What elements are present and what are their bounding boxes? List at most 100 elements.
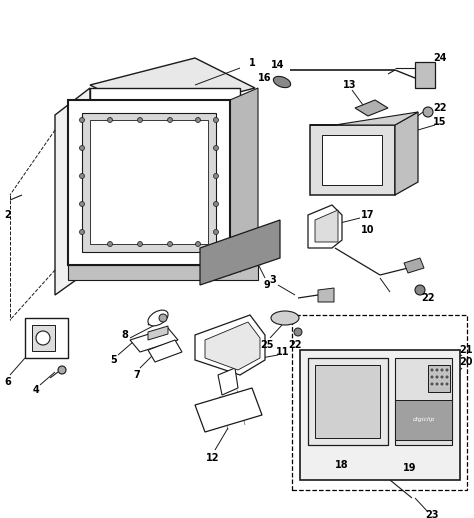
Polygon shape [322, 135, 382, 185]
Circle shape [195, 241, 201, 247]
Polygon shape [32, 325, 55, 351]
Circle shape [435, 375, 439, 379]
Circle shape [440, 368, 444, 372]
Text: 9: 9 [264, 280, 270, 290]
Circle shape [80, 174, 84, 179]
Text: 3: 3 [270, 275, 276, 285]
Text: 12: 12 [206, 453, 220, 463]
Polygon shape [310, 112, 418, 125]
Polygon shape [395, 112, 418, 195]
Circle shape [137, 241, 143, 247]
Circle shape [159, 314, 167, 322]
Circle shape [435, 382, 439, 386]
Polygon shape [315, 365, 380, 438]
Text: 8: 8 [121, 330, 128, 340]
Polygon shape [90, 88, 240, 270]
Text: 20: 20 [459, 357, 473, 367]
Polygon shape [195, 315, 265, 375]
Text: 22: 22 [433, 103, 447, 113]
Circle shape [108, 118, 112, 122]
Circle shape [80, 202, 84, 207]
Polygon shape [90, 58, 255, 115]
Text: 14: 14 [271, 60, 285, 70]
Text: 25: 25 [260, 340, 274, 350]
Polygon shape [318, 288, 334, 302]
Text: 6: 6 [5, 377, 11, 387]
Text: 10: 10 [361, 225, 375, 235]
Circle shape [167, 241, 173, 247]
Circle shape [213, 118, 219, 122]
Polygon shape [148, 326, 168, 340]
Polygon shape [355, 100, 388, 116]
Text: 16: 16 [258, 73, 272, 83]
Text: 19: 19 [403, 463, 417, 473]
Polygon shape [308, 358, 388, 445]
Polygon shape [230, 88, 258, 265]
Ellipse shape [148, 310, 168, 326]
Polygon shape [130, 328, 178, 352]
Ellipse shape [273, 76, 291, 88]
Polygon shape [310, 125, 395, 195]
Text: 5: 5 [110, 355, 118, 365]
Circle shape [213, 146, 219, 151]
Polygon shape [90, 120, 208, 244]
Text: 7: 7 [134, 370, 140, 380]
Text: 11: 11 [276, 347, 290, 357]
Circle shape [415, 285, 425, 295]
Text: 15: 15 [433, 117, 447, 127]
Circle shape [445, 368, 449, 372]
Polygon shape [315, 210, 338, 242]
Polygon shape [25, 318, 68, 358]
Text: 2: 2 [5, 210, 11, 220]
Polygon shape [395, 358, 452, 445]
Text: 24: 24 [433, 53, 447, 63]
Polygon shape [68, 265, 258, 280]
Polygon shape [205, 322, 260, 370]
FancyBboxPatch shape [292, 315, 467, 490]
Text: 1: 1 [249, 58, 255, 68]
Polygon shape [404, 258, 424, 273]
Circle shape [430, 382, 434, 386]
Polygon shape [68, 100, 230, 265]
Text: 22: 22 [288, 340, 302, 350]
Polygon shape [148, 340, 182, 362]
Circle shape [108, 241, 112, 247]
Polygon shape [395, 400, 452, 440]
Polygon shape [82, 113, 216, 252]
Polygon shape [218, 368, 238, 395]
Circle shape [430, 375, 434, 379]
Circle shape [36, 331, 50, 345]
Circle shape [435, 368, 439, 372]
Text: 23: 23 [425, 510, 439, 518]
Text: 4: 4 [33, 385, 39, 395]
Polygon shape [55, 88, 90, 295]
Ellipse shape [271, 311, 299, 325]
Circle shape [423, 107, 433, 117]
Circle shape [80, 118, 84, 122]
Circle shape [445, 375, 449, 379]
Polygon shape [195, 388, 262, 432]
Circle shape [58, 366, 66, 374]
Text: 13: 13 [343, 80, 357, 90]
Circle shape [430, 368, 434, 372]
Text: 17: 17 [361, 210, 375, 220]
Circle shape [80, 229, 84, 235]
Circle shape [445, 382, 449, 386]
Circle shape [213, 202, 219, 207]
Polygon shape [415, 62, 435, 88]
Circle shape [440, 375, 444, 379]
Polygon shape [428, 365, 450, 392]
Polygon shape [300, 350, 460, 480]
Circle shape [137, 118, 143, 122]
Polygon shape [200, 220, 280, 285]
Polygon shape [308, 205, 342, 248]
Circle shape [213, 174, 219, 179]
Text: digiclip: digiclip [413, 418, 435, 423]
Circle shape [80, 146, 84, 151]
Text: 21: 21 [459, 345, 473, 355]
Text: 18: 18 [335, 460, 349, 470]
Circle shape [294, 328, 302, 336]
Circle shape [213, 229, 219, 235]
Circle shape [440, 382, 444, 386]
Circle shape [195, 118, 201, 122]
